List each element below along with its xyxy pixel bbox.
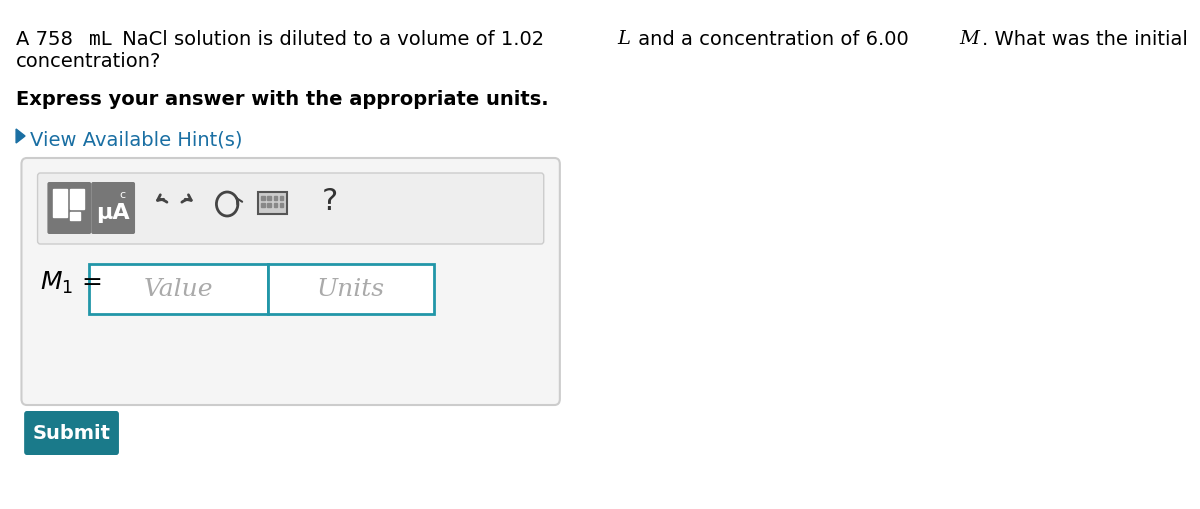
Bar <box>262 204 265 208</box>
Text: Express your answer with the appropriate units.: Express your answer with the appropriate… <box>16 90 548 109</box>
Text: and a concentration of 6.00: and a concentration of 6.00 <box>632 30 916 49</box>
Bar <box>268 196 271 201</box>
Bar <box>280 196 283 201</box>
Bar <box>274 196 277 201</box>
Bar <box>262 196 265 201</box>
Bar <box>70 190 84 210</box>
Bar <box>280 204 283 208</box>
Text: A 758: A 758 <box>16 30 79 49</box>
Text: concentration?: concentration? <box>16 52 162 71</box>
Text: mL: mL <box>89 30 113 49</box>
Text: Value: Value <box>144 278 214 301</box>
Text: . What was the initial: . What was the initial <box>982 30 1188 49</box>
Text: $M_1$ =: $M_1$ = <box>41 269 102 296</box>
Text: Submit: Submit <box>32 423 110 443</box>
Bar <box>268 204 271 208</box>
Text: M: M <box>959 30 979 48</box>
FancyBboxPatch shape <box>91 183 136 235</box>
Text: View Available Hint(s): View Available Hint(s) <box>30 130 242 149</box>
Text: NaCl solution is diluted to a volume of 1.02: NaCl solution is diluted to a volume of … <box>116 30 551 49</box>
Bar <box>90 265 269 315</box>
Text: Units: Units <box>317 278 385 301</box>
Text: c: c <box>119 190 125 200</box>
Text: ?: ? <box>322 187 338 216</box>
Text: L: L <box>617 30 630 48</box>
Bar <box>274 204 277 208</box>
Bar <box>53 190 67 217</box>
Polygon shape <box>16 130 25 144</box>
Text: μA: μA <box>96 203 130 222</box>
FancyBboxPatch shape <box>24 411 119 455</box>
Bar <box>258 192 287 215</box>
FancyBboxPatch shape <box>22 159 560 405</box>
Bar <box>269 265 433 315</box>
FancyBboxPatch shape <box>47 183 91 235</box>
FancyBboxPatch shape <box>37 174 544 244</box>
Bar <box>70 213 80 220</box>
